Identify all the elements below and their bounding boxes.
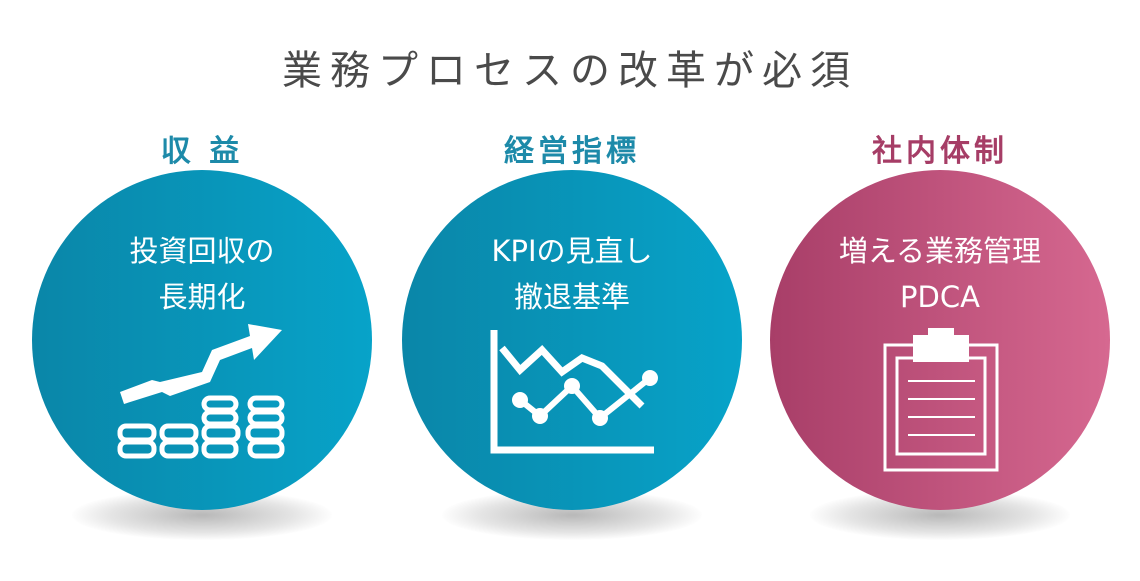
circle-text-line2: PDCA xyxy=(900,280,980,314)
circle-text-line2: 長期化 xyxy=(158,280,246,314)
column-organization: 社内体制 増える業務管理 PDCA xyxy=(770,0,1110,581)
column-heading: 社内体制 xyxy=(872,134,1008,169)
line-chart-icon xyxy=(490,330,658,454)
rising-arrow-coins-icon xyxy=(117,324,285,459)
circle-text-line1: KPIの見直し xyxy=(491,234,653,268)
circle-kpi: KPIの見直し 撤退基準 xyxy=(402,170,742,510)
circle-text-line1: 投資回収の xyxy=(129,234,275,268)
circle-revenue: 投資回収の 長期化 xyxy=(32,170,372,510)
page-title: 業務プロセスの改革が必須 xyxy=(282,48,858,94)
column-heading: 経営指標 xyxy=(504,134,640,169)
clipboard-icon xyxy=(883,328,999,472)
circle-text-line2: 撤退基準 xyxy=(513,280,630,314)
column-revenue: 収 益 投資回収の 長期化 xyxy=(32,0,372,581)
column-kpi: 経営指標 KPIの見直し 撤退基準 xyxy=(402,0,742,581)
circle-text: KPIの見直し 撤退基準 xyxy=(402,228,742,320)
circle-text: 増える業務管理 PDCA xyxy=(770,228,1110,320)
circle-text: 投資回収の 長期化 xyxy=(32,228,372,320)
circle-organization: 増える業務管理 PDCA xyxy=(770,170,1110,510)
circle-text-line1: 増える業務管理 xyxy=(838,234,1042,268)
column-heading: 収 益 xyxy=(160,134,244,169)
